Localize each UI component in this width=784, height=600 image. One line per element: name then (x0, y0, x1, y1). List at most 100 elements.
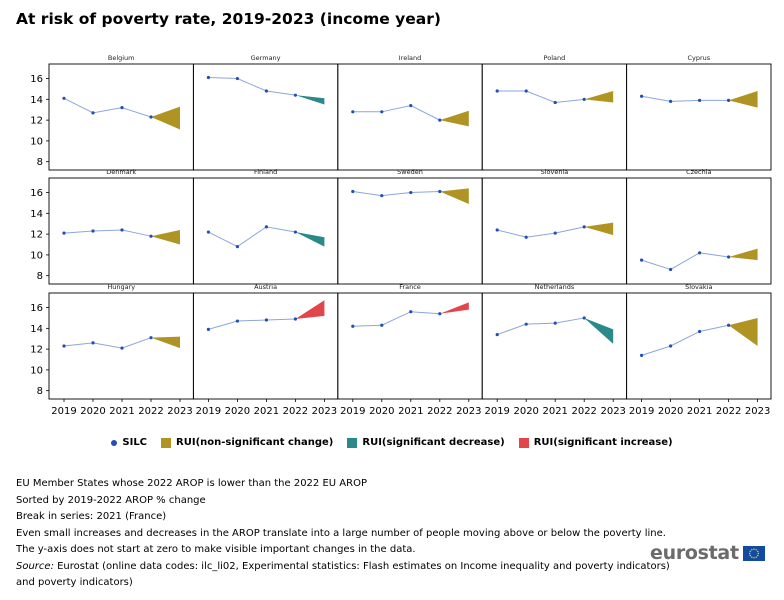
silc-point (264, 225, 268, 229)
silc-line (63, 229, 152, 237)
footnote: Sorted by 2019-2022 AROP % change (16, 494, 206, 506)
rui-triangle (728, 317, 758, 346)
y-tick-label: 12 (30, 116, 43, 127)
legend-label-increase: RUI(significant increase) (533, 437, 673, 448)
silc-point (698, 251, 702, 255)
x-tick-label: 2020 (369, 406, 394, 417)
silc-line (641, 95, 729, 102)
y-tick-label: 10 (30, 136, 43, 147)
silc-point (380, 323, 384, 327)
legend-item-decrease[interactable]: RUI(significant decrease) (347, 437, 505, 448)
panel-frame (48, 292, 194, 400)
x-tick-label: 2019 (340, 406, 365, 417)
silc-point (351, 324, 355, 328)
x-tick-label: 2022 (716, 406, 741, 417)
rui-triangle (151, 229, 180, 245)
panel-frame (626, 177, 772, 285)
silc-point (553, 321, 557, 325)
panel-frame (626, 292, 772, 400)
silc-point (727, 98, 731, 102)
panel-frame (481, 292, 628, 400)
y-tick-label: 8 (37, 271, 43, 282)
silc-point (640, 353, 644, 357)
source-text: Eurostat (online data codes: ilc_li02, E… (53, 560, 670, 572)
legend-label-decrease: RUI(significant decrease) (362, 437, 505, 448)
silc-point (62, 344, 66, 348)
panel-frame (626, 63, 772, 171)
silc-point (206, 230, 210, 234)
silc-point (495, 89, 499, 93)
y-tick-label: 12 (30, 230, 43, 241)
silc-point (727, 323, 731, 327)
silc-point (553, 231, 557, 235)
silc-point (91, 229, 95, 233)
silc-line (63, 337, 152, 349)
legend-item-non-significant[interactable]: RUI(non-significant change) (161, 437, 333, 448)
x-tick-label: 2023 (312, 406, 337, 417)
silc-point (582, 97, 586, 101)
y-tick-label: 8 (37, 157, 43, 168)
rui-triangle (151, 336, 180, 349)
x-tick-label: 2022 (571, 406, 596, 417)
silc-point (91, 111, 95, 115)
silc-point (698, 329, 702, 334)
panel-title: Poland (544, 54, 566, 62)
rui-triangle (728, 91, 758, 108)
y-tick-label: 10 (30, 365, 43, 376)
rui-triangle (439, 110, 469, 127)
silc-point (293, 93, 297, 97)
silc-point (120, 346, 124, 350)
silc-point (640, 94, 644, 98)
silc-point (669, 99, 673, 104)
x-tick-label: 2022 (427, 406, 452, 417)
rui-triangle (439, 188, 469, 204)
silc-point (149, 234, 153, 238)
x-tick-label: 2019 (196, 406, 221, 417)
rui-triangle (151, 106, 180, 130)
legend-item-silc[interactable]: SILC (111, 437, 147, 448)
legend-label-silc: SILC (122, 437, 148, 448)
silc-line (208, 226, 296, 248)
legend-item-increase[interactable]: RUI(significant increase) (518, 437, 673, 448)
panel-frame (192, 63, 339, 171)
panel-title: Sweden (397, 168, 423, 176)
panel-title: France (399, 283, 421, 291)
x-tick-label: 2020 (225, 406, 250, 417)
panel-title: Denmark (106, 168, 136, 176)
silc-point (669, 344, 673, 348)
logo-text: eurostat (650, 542, 739, 564)
silc-point (235, 76, 239, 81)
legend-label-non-significant: RUI(non-significant change) (176, 437, 334, 448)
footnote: Even small increases and decreases in th… (16, 527, 666, 539)
silc-point (293, 230, 297, 234)
x-tick-label: 2021 (254, 406, 279, 417)
footnote: Break in series: 2021 (France) (16, 511, 167, 522)
silc-point (149, 336, 153, 340)
silc-point (91, 341, 95, 345)
panel-title: Austria (254, 283, 277, 291)
silc-line (641, 252, 729, 270)
x-tick-label: 2023 (456, 406, 481, 417)
source-note: Source: Eurostat (online data codes: ilc… (16, 559, 670, 576)
panel-title: Slovakia (685, 283, 712, 291)
silc-point (669, 267, 673, 272)
eu-flag-icon (742, 545, 765, 561)
silc-line (641, 324, 729, 356)
y-tick-label: 16 (30, 188, 43, 199)
panel-title: Finland (254, 168, 277, 176)
rui-triangle (584, 317, 614, 344)
y-tick-label: 14 (30, 324, 43, 335)
x-tick-label: 2023 (745, 406, 770, 417)
x-tick-label: 2022 (283, 406, 308, 417)
silc-line (208, 77, 296, 96)
silc-point (380, 194, 384, 198)
y-tick-label: 14 (30, 95, 43, 106)
y-tick-label: 12 (30, 345, 43, 356)
footnotes: EU Member States whose 2022 AROP is lowe… (16, 476, 670, 592)
silc-point (293, 317, 297, 321)
silc-point (206, 327, 210, 331)
x-tick-label: 2019 (484, 406, 509, 417)
rui-triangle (584, 91, 614, 103)
small-multiples-chart: Belgium 8 10 12 14 16 Germany Ireland Poland Cypr… (30, 54, 772, 417)
panel-title: Hungary (107, 283, 135, 291)
